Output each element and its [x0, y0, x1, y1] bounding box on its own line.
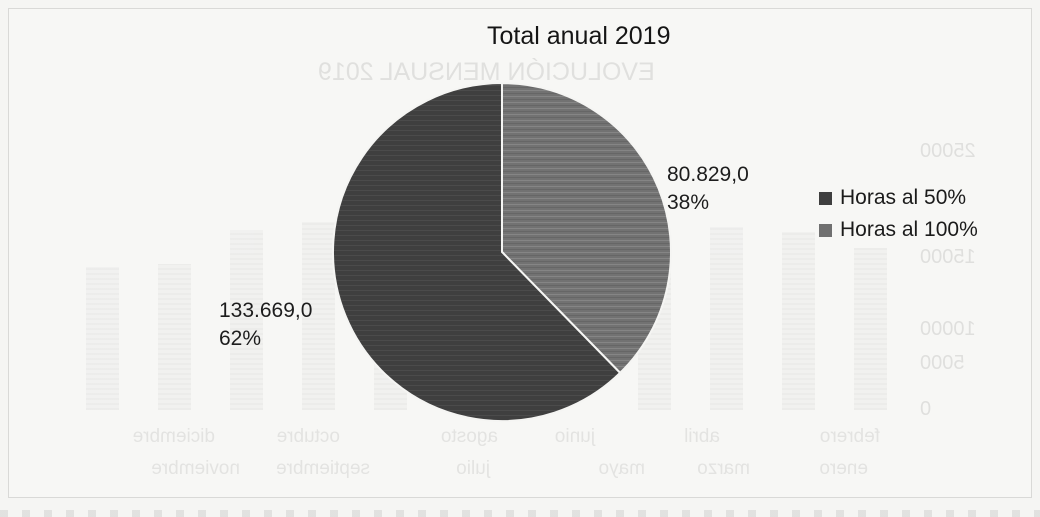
slice-label-horas-50: 133.669,0 62% — [219, 297, 312, 353]
bottom-bleed-through — [0, 510, 1040, 517]
slice-label-horas-100: 80.829,0 38% — [667, 161, 749, 217]
slice-percent-label: 62% — [219, 327, 262, 350]
slice-value-label: 80.829,0 — [667, 163, 749, 186]
pie-slice-horas-50 — [332, 81, 622, 422]
legend-swatch-horas-100 — [819, 223, 832, 237]
slice-value-label: 133.669,0 — [219, 299, 313, 322]
legend-swatch-horas-50 — [819, 191, 832, 205]
slice-percent-label: 38% — [667, 191, 710, 214]
legend-label: Horas al 50% — [840, 186, 967, 209]
legend-label: Horas al 100% — [840, 218, 978, 241]
chart-title: Total anual 2019 — [487, 22, 671, 50]
legend: Horas al 50% Horas al 100% — [819, 182, 978, 246]
legend-item-horas-100: Horas al 100% — [819, 214, 978, 246]
legend-item-horas-50: Horas al 50% — [819, 182, 978, 214]
pie-slice-horas-100 — [501, 81, 672, 375]
